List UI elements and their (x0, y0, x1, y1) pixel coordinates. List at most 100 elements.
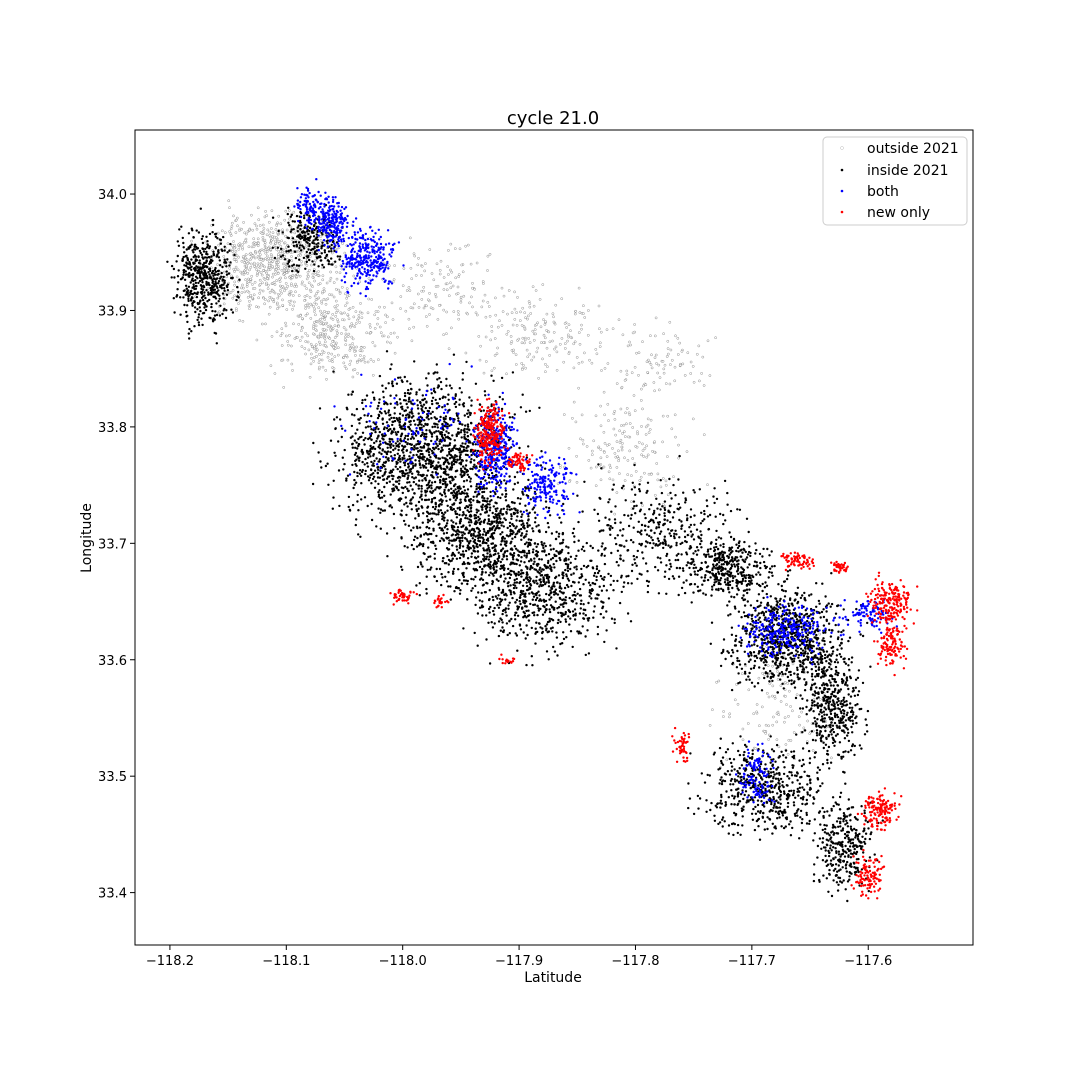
data-point (364, 426, 368, 429)
data-point (237, 296, 240, 299)
data-point (333, 355, 337, 358)
data-point (286, 358, 290, 362)
data-point (296, 314, 300, 318)
data-point (308, 229, 311, 233)
data-point (226, 242, 230, 245)
data-point (456, 292, 460, 295)
data-point (290, 362, 294, 366)
data-point (623, 456, 626, 460)
data-point (388, 437, 391, 441)
data-point (400, 536, 403, 539)
data-point (468, 518, 471, 521)
data-point (221, 312, 224, 316)
data-point (406, 546, 409, 549)
data-point (271, 235, 274, 238)
data-point (481, 496, 484, 499)
data-point (511, 371, 515, 374)
data-point (623, 379, 627, 382)
data-point (430, 498, 434, 501)
data-point (434, 398, 437, 402)
data-point (492, 613, 496, 616)
data-point (393, 264, 396, 267)
data-point (179, 313, 182, 316)
data-point (636, 432, 639, 436)
data-point (312, 323, 316, 327)
data-point (347, 308, 351, 311)
data-point (527, 445, 530, 448)
data-point (413, 302, 416, 306)
data-point (202, 272, 206, 275)
data-point (461, 539, 464, 542)
data-point (530, 655, 533, 658)
data-point (197, 231, 201, 234)
data-point (515, 324, 519, 327)
data-point (545, 506, 548, 509)
data-point (408, 471, 411, 474)
data-point (479, 536, 482, 539)
data-point (450, 519, 453, 522)
data-point (512, 348, 515, 352)
data-point (524, 316, 527, 319)
data-point (335, 288, 338, 291)
data-point (318, 353, 321, 356)
data-point (811, 749, 815, 752)
data-point (258, 224, 262, 227)
data-point (438, 377, 441, 380)
data-point (633, 323, 636, 326)
data-point (401, 414, 405, 417)
data-point (471, 527, 474, 531)
data-point (361, 401, 364, 405)
data-point (741, 672, 744, 675)
data-point (284, 276, 287, 280)
data-point (521, 490, 524, 493)
data-point (323, 314, 327, 318)
data-point (562, 502, 565, 506)
data-point (358, 310, 362, 314)
data-point (201, 235, 204, 238)
data-point (437, 447, 440, 451)
data-point (673, 365, 677, 369)
data-point (534, 516, 537, 520)
data-point (538, 558, 541, 561)
data-point (634, 470, 638, 473)
data-point (443, 526, 446, 529)
data-point (475, 545, 478, 548)
data-point (399, 460, 402, 463)
data-point (336, 331, 339, 335)
data-point (547, 585, 551, 588)
data-point (393, 454, 396, 457)
data-point (236, 285, 239, 289)
data-point (434, 544, 437, 547)
data-point (308, 376, 312, 379)
data-point (458, 398, 461, 401)
data-point (324, 303, 328, 306)
data-point (449, 286, 453, 290)
data-point (481, 578, 485, 582)
data-point (420, 446, 424, 449)
data-point (593, 571, 597, 575)
data-point (570, 584, 573, 588)
data-point (328, 293, 331, 296)
data-point (530, 358, 533, 362)
data-point (396, 419, 400, 422)
data-point (291, 369, 294, 372)
data-point (409, 467, 413, 471)
data-point (434, 293, 437, 296)
data-point (324, 340, 327, 344)
data-point (677, 353, 680, 356)
data-point (636, 430, 639, 433)
data-point (617, 449, 620, 453)
data-point (303, 295, 307, 298)
data-point (533, 511, 537, 514)
data-point (789, 739, 793, 742)
data-point (513, 290, 516, 294)
data-point (313, 345, 316, 349)
data-point (339, 311, 343, 315)
data-point (286, 236, 289, 239)
data-point (516, 296, 519, 299)
data-point (338, 292, 342, 295)
data-point (471, 282, 474, 285)
data-point (291, 266, 294, 270)
data-point (567, 546, 570, 549)
data-point (452, 567, 456, 571)
